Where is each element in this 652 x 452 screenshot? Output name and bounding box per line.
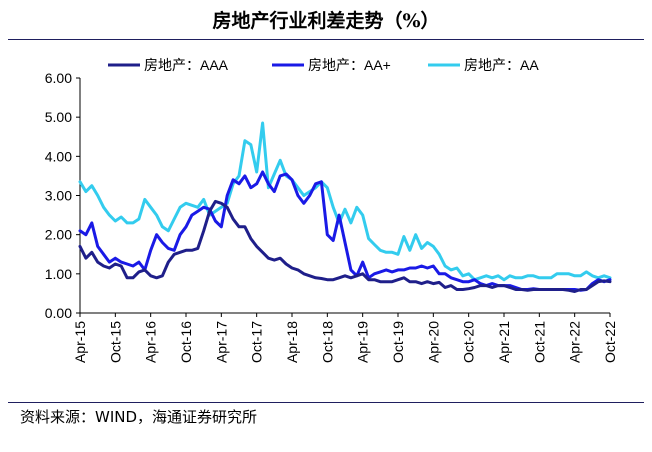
x-tick-label: Oct-18 (319, 321, 335, 363)
x-tick-label: Oct-17 (249, 321, 265, 363)
axes: 0.00 1.00 2.00 3.00 4.00 5.00 6.00 Apr-15 Oct-15… (45, 70, 618, 363)
source-note: 资料来源：WIND，海通证券研究所 (20, 408, 258, 426)
x-tick-label: Oct-15 (107, 321, 123, 363)
y-tick-label: 3.00 (45, 188, 72, 204)
x-tick-label: Apr-19 (355, 321, 371, 363)
y-tick-label: 1.00 (45, 266, 72, 282)
x-tick-label: Oct-22 (602, 321, 618, 363)
x-tick-label: Oct-21 (531, 321, 547, 363)
x-tick-label: Oct-16 (178, 321, 194, 363)
y-tick-label: 5.00 (45, 109, 72, 125)
legend-label-1: 房地产：AA+ (308, 57, 391, 73)
y-tick-label: 0.00 (45, 305, 72, 321)
series-line-2 (78, 121, 612, 282)
x-tick-label: Apr-21 (496, 321, 512, 363)
legend: 房地产：AAA 房地产：AA+ 房地产：AA (108, 57, 539, 73)
x-tick-label: Apr-20 (425, 321, 441, 363)
legend-label-2: 房地产：AA (464, 57, 539, 73)
y-tick-label: 2.00 (45, 227, 72, 243)
x-tick-label: Apr-22 (567, 321, 583, 363)
x-tick-label: Apr-15 (72, 321, 88, 363)
legend-label-0: 房地产：AAA (144, 57, 229, 73)
y-tick-label: 4.00 (45, 148, 72, 164)
bottom-rule (8, 402, 644, 403)
x-tick-label: Oct-19 (390, 321, 406, 363)
y-tick-label: 6.00 (45, 70, 72, 86)
x-tick-label: Apr-17 (213, 321, 229, 363)
series-line-1 (78, 170, 612, 292)
top-rule (8, 39, 644, 40)
x-tick-label: Oct-20 (461, 321, 477, 363)
series-group (78, 121, 612, 293)
line-chart: 0.00 1.00 2.00 3.00 4.00 5.00 6.00 Apr-15 Oct-15… (45, 57, 618, 363)
chart-title: 房地产行业利差走势（%） (212, 10, 440, 32)
x-tick-label: Apr-18 (284, 321, 300, 363)
x-tick-label: Apr-16 (143, 321, 159, 363)
series-line-0 (78, 199, 612, 293)
